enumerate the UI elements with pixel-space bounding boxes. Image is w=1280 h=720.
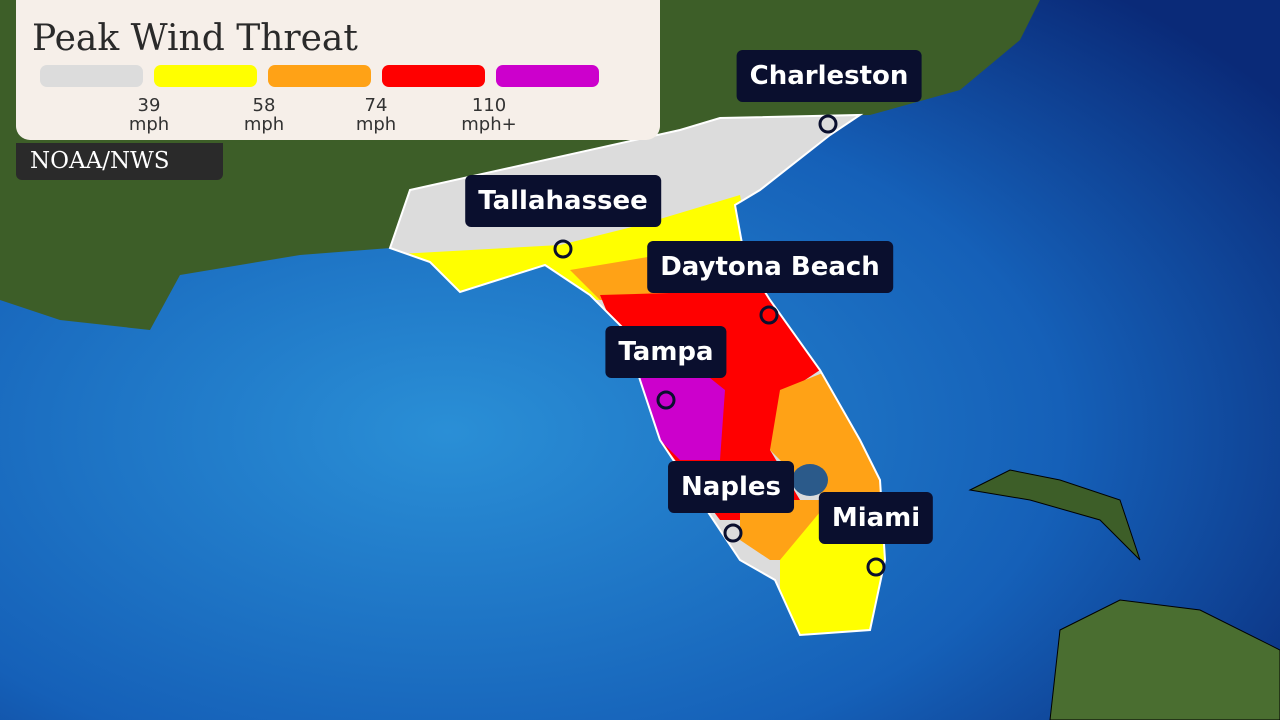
legend-swatch-gray bbox=[40, 65, 143, 87]
legend-tick: 74 mph bbox=[355, 95, 397, 135]
legend-swatch-red bbox=[382, 65, 485, 87]
legend-tick: 39 mph bbox=[128, 95, 170, 135]
legend-swatch-orange bbox=[268, 65, 371, 87]
legend-panel: Peak Wind Threat 39 mph 58 mph 74 mph 110 mp… bbox=[16, 0, 660, 140]
legend-swatch-yellow bbox=[154, 65, 257, 87]
city-pins bbox=[553, 114, 886, 577]
city-label-tallahassee: Tallahassee bbox=[465, 175, 661, 227]
legend-swatch-purple bbox=[496, 65, 599, 87]
city-label-tampa: Tampa bbox=[605, 326, 727, 378]
city-label-charleston: Charleston bbox=[736, 50, 922, 102]
source-label: NOAA/NWS bbox=[16, 143, 223, 180]
legend-tick: 58 mph bbox=[243, 95, 285, 135]
legend-title: Peak Wind Threat bbox=[32, 18, 358, 59]
legend-tick: 110 mph+ bbox=[461, 95, 517, 135]
city-label-miami: Miami bbox=[818, 492, 934, 544]
city-label-naples: Naples bbox=[668, 461, 794, 513]
city-label-daytona-beach: Daytona Beach bbox=[647, 241, 893, 293]
land-cuba bbox=[1049, 599, 1280, 720]
land-bahamas bbox=[968, 469, 1141, 561]
